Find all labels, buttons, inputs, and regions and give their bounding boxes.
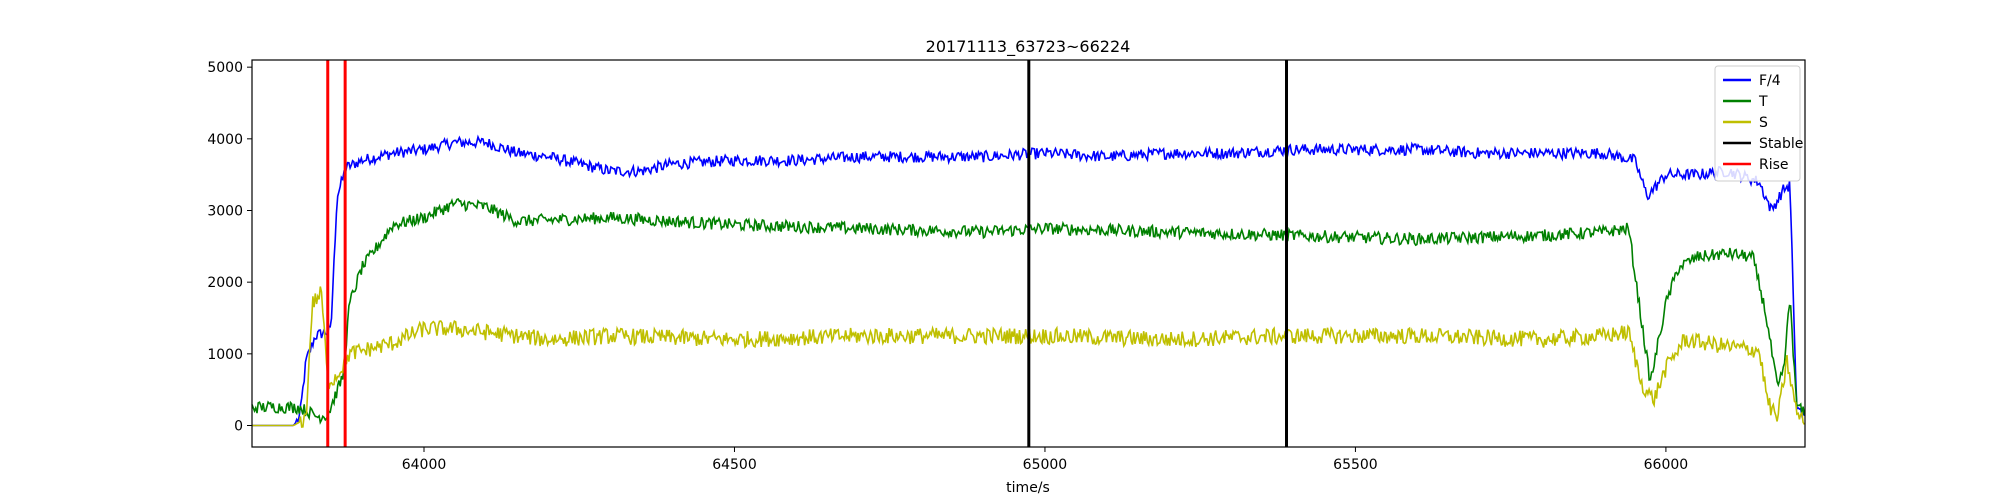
legend-label: T: [1758, 94, 1768, 110]
x-tick-label: 64500: [712, 457, 757, 473]
x-tick-label: 65500: [1333, 457, 1378, 473]
plot-border: [251, 59, 1806, 448]
legend-label: S: [1759, 115, 1768, 131]
legend-label: Stable: [1759, 136, 1803, 152]
y-tick-label: 3000: [207, 204, 243, 220]
plot-frame: [251, 59, 1806, 448]
x-axis-label: time/s: [1006, 480, 1050, 496]
y-tick-label: 4000: [207, 132, 243, 148]
y-tick-label: 2000: [207, 275, 243, 291]
x-tick-label: 66000: [1644, 457, 1689, 473]
x-tick-label: 65000: [1023, 457, 1068, 473]
legend-box: [1714, 65, 1801, 182]
legend: F/4 TS Stable Rise: [1714, 65, 1803, 182]
axes: 64000 64500 65000 65500 66000 0 1000 2000 3000 40…: [207, 60, 1688, 473]
legend-label: F/4: [1759, 73, 1781, 89]
x-tick-label: 64000: [402, 457, 447, 473]
y-tick-label: 1000: [207, 347, 243, 363]
chart-title: 20171113_63723~66224: [926, 37, 1131, 57]
plot-lines: [251, 60, 1806, 447]
legend-label: Rise: [1759, 157, 1789, 173]
y-tick-label: 0: [234, 419, 243, 435]
y-tick-label: 5000: [207, 60, 243, 76]
